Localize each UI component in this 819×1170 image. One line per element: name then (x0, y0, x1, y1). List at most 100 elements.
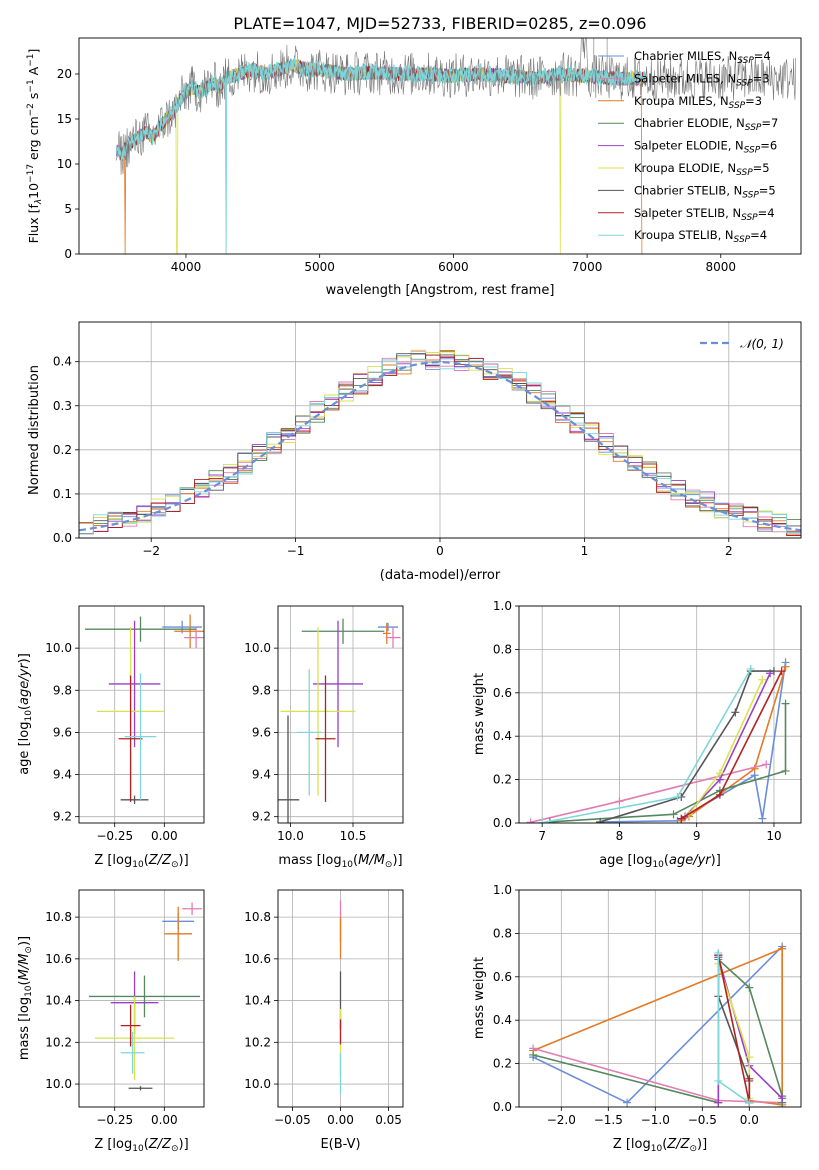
axes-frame (78, 889, 205, 1108)
weight-vs-z-panel: −2.0 −1.5 −1.0 −0.5 0.0 0.0 0.2 0.4 0.6 0.8 1.0 Z [… (472, 883, 802, 1154)
series-marker (526, 818, 535, 823)
error-bar-point (315, 675, 336, 802)
y-tick-label: 0.4 (53, 355, 72, 369)
y-tick-label: 0.0 (493, 1100, 512, 1114)
series-line (600, 662, 787, 823)
y-tick-label: 0.6 (493, 686, 512, 700)
y-tick-label: 0.8 (493, 926, 512, 940)
error-bar-point (118, 675, 143, 802)
y-tick-label: 0.0 (53, 531, 72, 545)
series-marker (529, 1050, 538, 1059)
error-bar-point (84, 616, 197, 642)
error-bar-point (301, 618, 385, 644)
series-line (717, 954, 751, 1103)
plot-area (115, 38, 796, 254)
error-bar-point (88, 975, 201, 1018)
y-axis-label: mass weight (472, 957, 487, 1039)
y-tick-label: 10.0 (45, 1077, 72, 1091)
legend-label: Chabrier MILES, NSSP=4 (634, 49, 771, 66)
x-tick-label: 8 (616, 829, 624, 843)
error-bar-point (164, 906, 193, 961)
x-tick-label: 0.05 (375, 1113, 402, 1127)
x-tick-label: 2 (725, 544, 733, 558)
x-tick-label: 7 (538, 829, 546, 843)
series-marker (714, 948, 723, 957)
plot-area (84, 614, 204, 805)
legend-label: Chabrier STELIB, NSSP=5 (634, 183, 776, 200)
error-bar-point (378, 622, 398, 632)
y-tick-label: 0.6 (493, 970, 512, 984)
series-marker (745, 1098, 754, 1107)
x-tick-label: −1.0 (641, 1113, 670, 1127)
series-marker (745, 1074, 754, 1083)
axes-frame (277, 889, 404, 1108)
mass-vs-z-panel: −0.25 0.00 10.0 10.2 10.4 10.6 10.8 Z [log10(Z/… (17, 889, 205, 1154)
y-tick-label: 10.0 (244, 1077, 271, 1091)
series-marker (777, 667, 786, 676)
error-bar-point (313, 620, 363, 748)
x-tick-label: −2.0 (547, 1113, 576, 1127)
x-tick-label: 10.0 (277, 829, 304, 843)
y-tick-label: 10.8 (45, 910, 72, 924)
legend-label: Kroupa MILES, NSSP=3 (634, 94, 762, 111)
error-bar-point (182, 902, 203, 916)
residual-histogram (79, 358, 801, 538)
x-tick-label: 0.00 (151, 1113, 178, 1127)
y-tick-label: 0.2 (493, 773, 512, 787)
x-tick-label: 0.00 (327, 1113, 354, 1127)
y-tick-label: 0.1 (53, 487, 72, 501)
y-tick-label: 9.6 (53, 725, 72, 739)
series-marker (758, 814, 767, 823)
legend-label: Salpeter STELIB, NSSP=4 (634, 206, 775, 223)
series-marker (714, 1098, 723, 1107)
axes-frame (78, 605, 205, 824)
series-marker (715, 790, 724, 799)
series-marker (623, 1098, 632, 1107)
error-bar-point (120, 1004, 141, 1047)
series-line (688, 679, 764, 815)
y-tick-label: 10.6 (45, 952, 72, 966)
series-line (680, 670, 783, 820)
y-tick-label: 1.0 (493, 883, 512, 897)
series-marker (669, 810, 678, 819)
x-axis-label: age [log10(age/yr)] (599, 853, 721, 870)
y-axis-label: Normed distribution (27, 365, 42, 495)
y-tick-label: 10.2 (244, 1035, 271, 1049)
x-tick-label: −0.25 (96, 1113, 133, 1127)
x-tick-label: 9 (693, 829, 701, 843)
y-tick-label: 9.2 (252, 810, 271, 824)
series-marker (762, 760, 771, 769)
y-tick-label: 9.2 (53, 810, 72, 824)
series-marker (673, 792, 682, 801)
series-marker (714, 1076, 723, 1085)
x-axis-label: E(B-V) (320, 1137, 360, 1152)
y-tick-label: 20 (57, 67, 72, 81)
x-tick-label: 8000 (706, 260, 737, 274)
x-tick-label: −1.5 (594, 1113, 623, 1127)
x-tick-label: 4000 (171, 260, 202, 274)
y-tick-label: 0.0 (493, 816, 512, 830)
x-tick-label: 10 (766, 829, 781, 843)
error-bar-point (120, 795, 149, 805)
series-marker (781, 662, 790, 671)
y-tick-label: 0.4 (493, 729, 512, 743)
plot-area (88, 902, 203, 1091)
y-tick-label: 0.3 (53, 399, 72, 413)
y-tick-label: 10.0 (244, 641, 271, 655)
x-tick-label: 1 (581, 544, 589, 558)
x-tick-label: 7000 (572, 260, 603, 274)
legend-label: Kroupa ELODIE, NSSP=5 (634, 161, 770, 178)
legend-label: Salpeter ELODIE, NSSP=6 (634, 139, 777, 156)
series-marker (745, 1053, 754, 1062)
x-tick-label: −0.5 (688, 1113, 717, 1127)
series-marker (615, 797, 624, 806)
legend-label: 𝒩(0, 1) (740, 337, 784, 351)
axes-frame (518, 889, 802, 1108)
error-bar-point (385, 627, 401, 649)
y-tick-label: 9.4 (53, 768, 72, 782)
plot-area (79, 349, 801, 538)
weight-vs-age-panel: 7 8 9 10 0.0 0.2 0.4 0.6 0.8 1.0 age [log10(age/yr… (472, 599, 802, 870)
error-bar-point (124, 673, 157, 800)
x-axis-label: Z [log10(Z/Z⊙)] (94, 853, 188, 870)
